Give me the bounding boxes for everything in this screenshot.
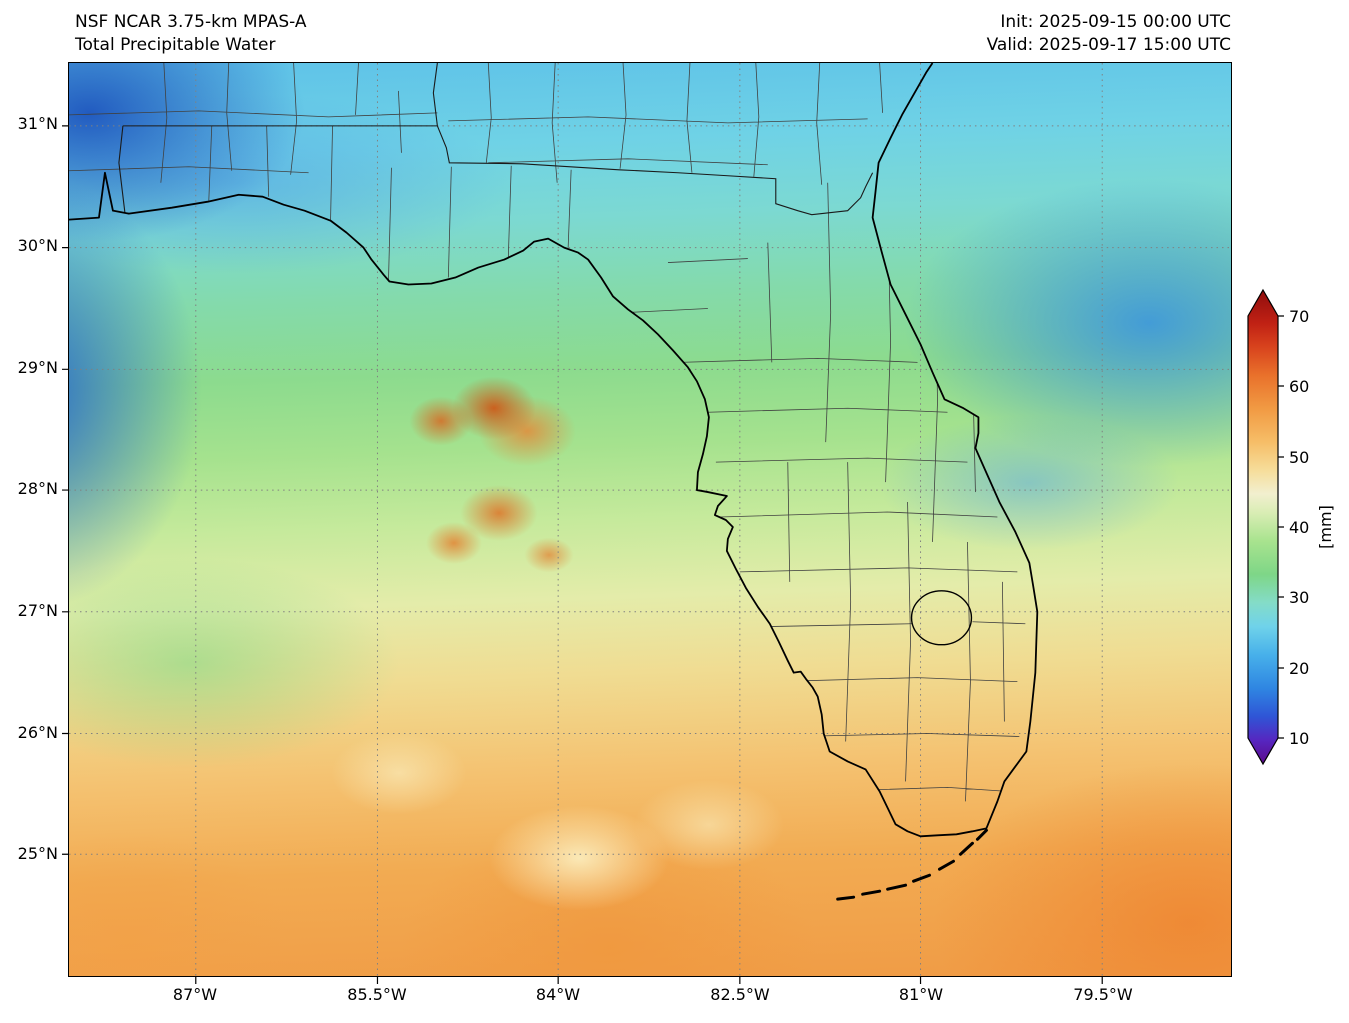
y-tick-label: 28°N (17, 479, 58, 498)
state-borders (118, 62, 874, 216)
lake-okeechobee (910, 590, 973, 646)
map-overlay (62, 62, 1231, 984)
colorbar-tick-label: 60 (1289, 377, 1309, 396)
colorbar-tick-label: 20 (1289, 659, 1309, 678)
county-borders-north (69, 63, 883, 282)
colorbar-tick-label: 10 (1289, 729, 1309, 748)
colorbar-tick-marks (1278, 315, 1284, 739)
y-tick-label: 26°N (17, 723, 58, 742)
colorbar-tick-label: 40 (1289, 518, 1309, 537)
axis-tick-marks (62, 125, 1103, 984)
x-tick-label: 79.5°W (1073, 985, 1133, 1004)
precipitable-water-field (69, 63, 1231, 976)
x-tick-label: 81°W (898, 985, 944, 1004)
y-tick-label: 27°N (17, 601, 58, 620)
x-tick-label: 84°W (535, 985, 581, 1004)
y-tick-label: 31°N (17, 114, 58, 133)
y-tick-label: 25°N (17, 844, 58, 863)
colorbar-tick-label: 50 (1289, 448, 1309, 467)
coastline (68, 62, 1039, 838)
x-tick-label: 87°W (172, 985, 218, 1004)
figure-time-block: Init: 2025-09-15 00:00 UTC Valid: 2025-0… (987, 11, 1231, 57)
graticule-gridlines (69, 63, 1231, 976)
colorbar: 70 60 50 40 30 20 10 [mm] (1247, 288, 1335, 766)
colorbar-tick-label: 30 (1289, 588, 1309, 607)
florida-keys (836, 828, 988, 901)
y-tick-label: 30°N (17, 236, 58, 255)
x-tick-label: 85.5°W (347, 985, 407, 1004)
x-tick-label: 82.5°W (710, 985, 770, 1004)
variable-name: Total Precipitable Water (75, 35, 276, 55)
county-borders-peninsula (628, 182, 1026, 802)
colorbar-unit-label: [mm] (1316, 505, 1335, 549)
colorbar-tick-label: 70 (1289, 307, 1309, 326)
map-plot-area (62, 62, 1232, 984)
model-name: NSF NCAR 3.75-km MPAS-A (75, 12, 307, 32)
y-tick-label: 29°N (17, 358, 58, 377)
init-time: Init: 2025-09-15 00:00 UTC (1000, 12, 1231, 32)
figure-title-block: NSF NCAR 3.75-km MPAS-A Total Precipitab… (75, 11, 307, 57)
colorbar-bar (1247, 288, 1279, 766)
valid-time: Valid: 2025-09-17 15:00 UTC (986, 35, 1231, 55)
